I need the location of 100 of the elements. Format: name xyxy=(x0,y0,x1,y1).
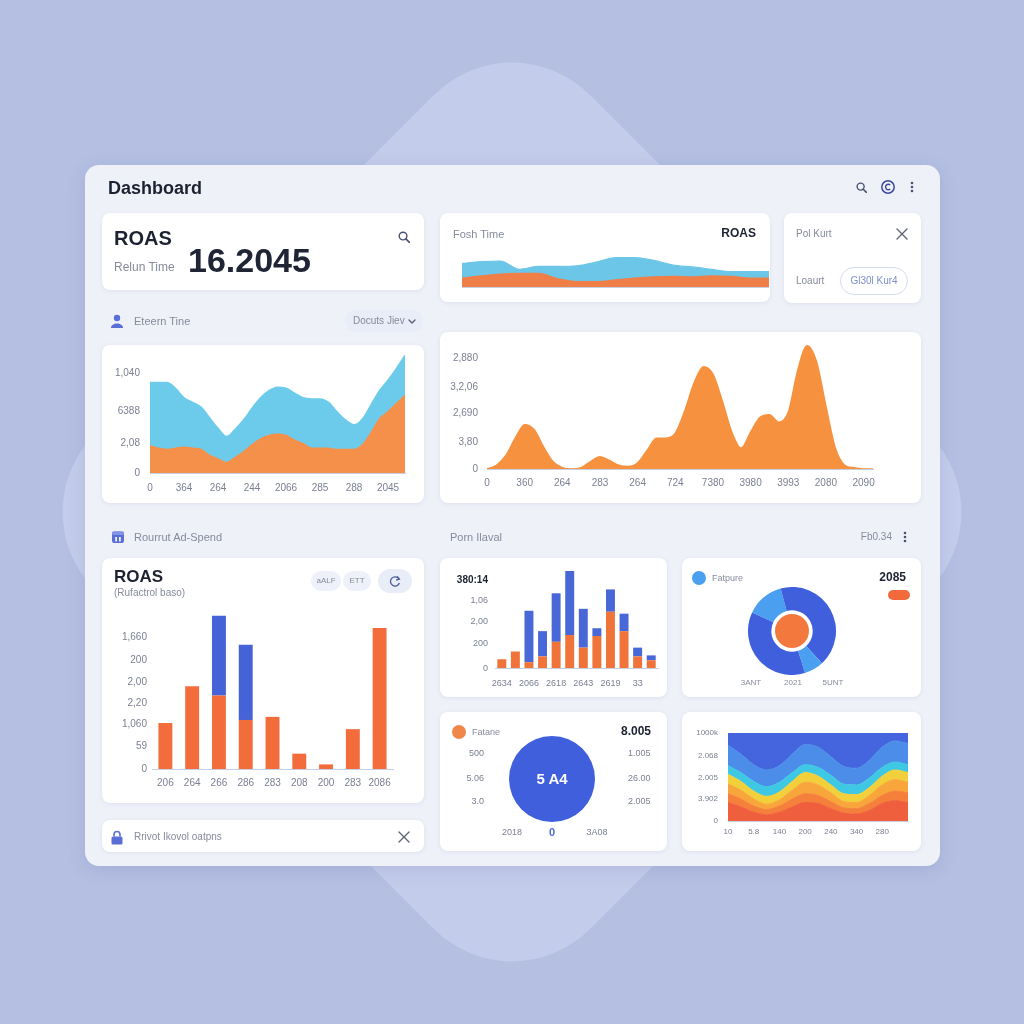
x-tick-label: 208 xyxy=(290,776,309,788)
bar xyxy=(578,608,588,648)
bar xyxy=(578,647,588,668)
text: 3.0 xyxy=(471,795,484,807)
bar xyxy=(605,589,615,612)
bar xyxy=(592,635,602,668)
bar xyxy=(646,660,656,668)
x-tick-label: 280 xyxy=(875,827,890,836)
bar xyxy=(565,570,575,636)
text: ETT xyxy=(349,576,365,586)
x-tick-label: 283 xyxy=(591,476,609,488)
text: 0 xyxy=(713,816,718,826)
x-tick-label: 340 xyxy=(849,827,864,836)
x-tick-label: 286 xyxy=(237,776,255,788)
x-tick-label: 285 xyxy=(311,481,329,493)
text: 1,06 xyxy=(470,594,488,606)
chart-title: Eteern Tine xyxy=(134,314,191,328)
x-tick-label: 264 xyxy=(553,476,572,488)
text: 0 xyxy=(482,662,488,674)
x-tick-label: 2618 xyxy=(546,677,567,688)
bar xyxy=(292,753,307,769)
x-tick-label: 360 xyxy=(516,476,534,488)
bar xyxy=(551,593,561,642)
x-tick-label: 288 xyxy=(345,481,363,493)
text: 3,2,06 xyxy=(450,381,478,393)
bar xyxy=(633,656,643,668)
text: aALF xyxy=(316,576,336,586)
text: 0 xyxy=(134,467,140,479)
text: ROAS xyxy=(114,226,172,250)
text: Pol Kurt xyxy=(796,228,832,240)
x-tick-label: 0 xyxy=(147,481,154,493)
text: 2085 xyxy=(879,570,906,585)
bar xyxy=(619,613,629,632)
bar xyxy=(238,644,253,720)
bar xyxy=(633,647,643,657)
x-tick-label: 7380 xyxy=(701,476,725,488)
text: Loaurt xyxy=(796,275,825,287)
text: 5 A4 xyxy=(536,770,568,788)
bar xyxy=(524,610,534,663)
x-tick-label: 200 xyxy=(798,827,813,836)
text: 0 xyxy=(141,763,147,775)
x-tick-label: 206 xyxy=(157,776,175,788)
text: 26.00 xyxy=(628,772,651,784)
text: 59 xyxy=(135,740,147,752)
x-tick-label: 240 xyxy=(824,827,839,836)
x-tick-label: 3993 xyxy=(777,476,800,488)
text: 200 xyxy=(130,654,147,666)
text: 1000k xyxy=(696,728,718,738)
text: 16.2045 xyxy=(188,241,311,281)
text: 6388 xyxy=(117,405,140,417)
text: 8.005 xyxy=(620,724,651,739)
legend-label: Fatpure xyxy=(712,572,744,584)
chart-title: Fosh Time xyxy=(453,227,505,241)
bar xyxy=(538,656,548,668)
x-tick-label: 2643 xyxy=(573,677,594,688)
x-tick-label: 200 xyxy=(317,776,335,788)
text: 3ANT xyxy=(740,678,762,688)
x-tick-label: 2066 xyxy=(274,481,298,493)
bar xyxy=(619,631,629,668)
x-tick-label: 10 xyxy=(723,827,733,836)
text: 2,00 xyxy=(470,615,488,627)
bar xyxy=(211,695,226,769)
text: Fatane xyxy=(472,726,501,738)
bar xyxy=(646,655,656,661)
x-tick-label: 140 xyxy=(772,827,787,836)
text: Relun Time xyxy=(114,260,175,275)
text: 2,690 xyxy=(452,407,478,419)
x-tick-label: 364 xyxy=(175,481,193,493)
text: Docuts Jiev xyxy=(353,315,405,327)
x-tick-label: 283 xyxy=(344,776,362,788)
x-tick-label: 33 xyxy=(632,677,643,688)
x-tick-label: 724 xyxy=(666,476,685,488)
text: 1,660 xyxy=(121,631,147,643)
text: 2,00 xyxy=(127,676,147,688)
text: Rrivot Ikovol oatpns xyxy=(134,831,222,843)
bar xyxy=(524,662,534,668)
x-tick-label: 264 xyxy=(209,481,227,493)
x-tick-label: 266 xyxy=(210,776,228,788)
text: 2021 xyxy=(784,678,802,688)
text: 2.005 xyxy=(697,773,718,783)
text: ROAS xyxy=(721,226,756,241)
x-tick-label: 2619 xyxy=(600,677,621,688)
x-tick-label: 2066 xyxy=(518,677,539,688)
bar xyxy=(372,628,387,769)
chart-subtitle: (Rufactrol baso) xyxy=(114,587,186,599)
text: 3.902 xyxy=(697,794,718,804)
text: 0 xyxy=(472,463,478,475)
bar xyxy=(211,615,226,696)
bar xyxy=(238,719,253,769)
text: 2,08 xyxy=(120,437,140,449)
text: 1,040 xyxy=(114,367,140,379)
text: 2.068 xyxy=(697,751,718,761)
bar xyxy=(345,729,360,769)
x-tick-label: 5.8 xyxy=(748,827,760,836)
text: 3A08 xyxy=(586,826,608,838)
text: 5UNT xyxy=(822,678,844,688)
bar xyxy=(185,686,200,769)
x-tick-label: 2086 xyxy=(368,776,392,788)
text: 1.005 xyxy=(628,747,651,759)
x-tick-label: 264 xyxy=(183,776,201,788)
